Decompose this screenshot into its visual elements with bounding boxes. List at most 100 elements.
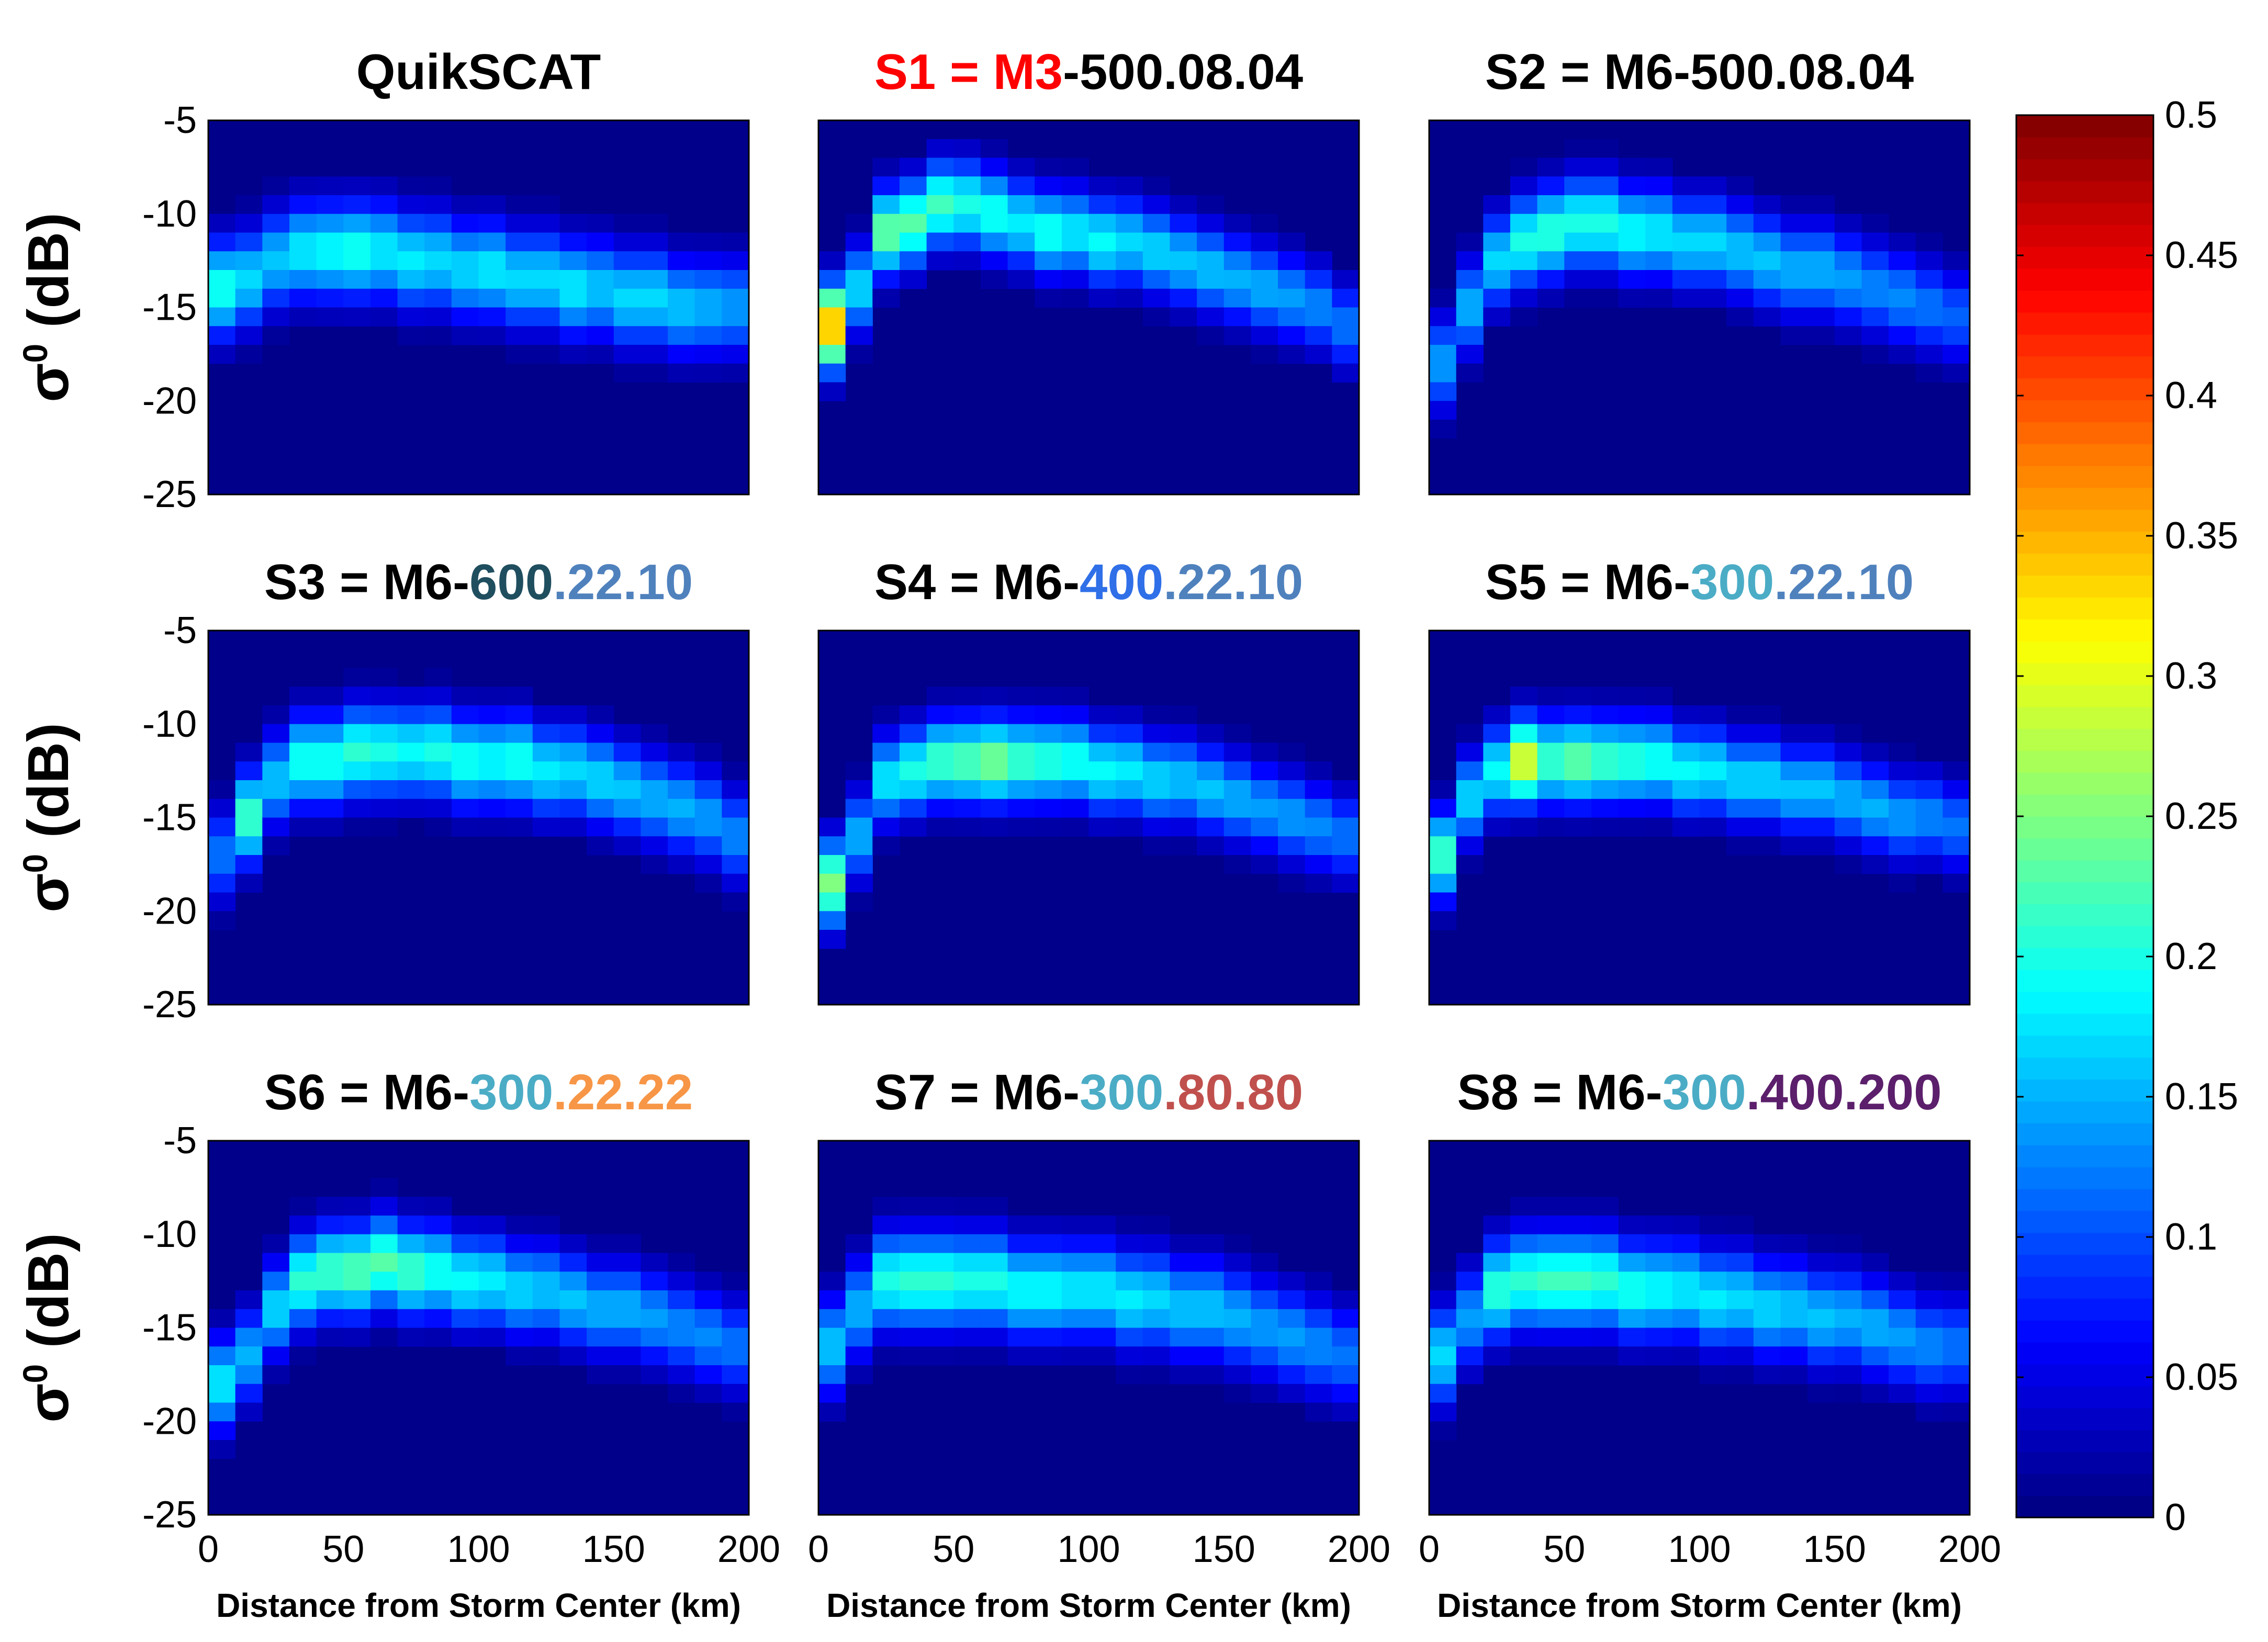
heatmap-cell — [613, 780, 641, 800]
heatmap-cell — [506, 288, 533, 308]
x-axis-label: Distance from Storm Center (km) — [216, 1587, 741, 1624]
heatmap-cell — [1834, 1365, 1862, 1385]
heatmap-cell — [1861, 1272, 1889, 1291]
panel-5: S4 = M6-400.22.10 — [817, 554, 1360, 1006]
heatmap-cell — [899, 1216, 927, 1235]
heatmap-cell — [587, 270, 614, 289]
heatmap-cell — [559, 1234, 587, 1254]
heatmap-cell — [1251, 743, 1278, 762]
heatmap-cell — [1780, 195, 1808, 215]
heatmap-cell — [1332, 1290, 1360, 1310]
heatmap-cell — [1645, 195, 1673, 215]
heatmap-cell — [1035, 1253, 1062, 1272]
heatmap-cell — [235, 1365, 263, 1385]
heatmap-cell — [532, 345, 560, 364]
heatmap-cell — [1564, 1346, 1592, 1366]
heatmap-cell — [1834, 817, 1862, 837]
heatmap-cell — [694, 743, 722, 762]
heatmap-cell — [532, 1290, 560, 1310]
heatmap-cell — [845, 836, 873, 856]
heatmap-cell — [1889, 270, 1916, 289]
heatmap-cell — [926, 761, 954, 781]
heatmap-cell — [1510, 817, 1538, 837]
heatmap-cell — [953, 705, 981, 725]
heatmap-cell — [1142, 176, 1171, 196]
colorbar-segment — [2016, 1188, 2153, 1211]
heatmap-cell — [1510, 270, 1538, 289]
heatmap-cell — [694, 1346, 722, 1366]
colorbar-segment — [2016, 466, 2153, 488]
heatmap-cell — [1726, 743, 1754, 762]
colorbar-segment — [2016, 619, 2153, 642]
heatmap-cell — [1753, 213, 1781, 233]
heatmap-cell — [1278, 1384, 1306, 1403]
heatmap-cell — [1251, 232, 1278, 252]
heatmap-cell — [1278, 761, 1306, 781]
heatmap-cell — [1564, 817, 1592, 837]
heatmap-cell — [722, 1365, 749, 1385]
panel-title: QuikSCAT — [356, 44, 601, 100]
colorbar-tick-label: 0.35 — [2165, 515, 2238, 557]
heatmap-cell — [316, 1216, 344, 1235]
heatmap-cell — [694, 1309, 722, 1329]
heatmap-cell — [1278, 345, 1306, 364]
heatmap-cell — [1915, 1365, 1943, 1385]
heatmap-cell — [208, 1309, 236, 1329]
heatmap-cell — [1429, 1346, 1457, 1366]
y-tick-label: -25 — [142, 984, 197, 1026]
heatmap-cell — [1483, 1309, 1511, 1329]
heatmap-cell — [926, 1346, 954, 1366]
heatmap-cell — [424, 232, 452, 252]
heatmap-cell — [953, 1216, 981, 1235]
y-tick-label: -25 — [142, 1494, 197, 1536]
heatmap-cell — [235, 780, 263, 800]
heatmap-cell — [1943, 326, 1970, 345]
heatmap-cell — [818, 873, 846, 893]
heatmap-cell — [668, 798, 695, 818]
heatmap-cell — [397, 232, 425, 252]
heatmap-cell — [289, 761, 317, 781]
colorbar-segment — [2016, 1232, 2153, 1255]
colorbar-segment — [2016, 509, 2153, 532]
heatmap-cell — [899, 743, 927, 762]
heatmap-cell — [1753, 743, 1781, 762]
heatmap-cell — [1564, 139, 1592, 159]
heatmap-cell — [845, 251, 873, 271]
heatmap-cell — [818, 892, 846, 912]
heatmap-cell — [1807, 232, 1835, 252]
heatmap-cell — [1088, 798, 1116, 818]
heatmap-cell — [262, 232, 290, 252]
heatmap-cell — [1618, 798, 1646, 818]
colorbar-segment — [2016, 1013, 2153, 1036]
heatmap-cell — [953, 1197, 981, 1216]
heatmap-cell — [343, 798, 371, 818]
heatmap-cell — [1780, 817, 1808, 837]
heatmap-cell — [1591, 213, 1619, 233]
heatmap-cell — [1618, 1309, 1646, 1329]
heatmap-cell — [1537, 1234, 1565, 1254]
heatmap-cell — [1726, 1309, 1754, 1329]
heatmap-cell — [1170, 761, 1197, 781]
heatmap-cell — [641, 724, 668, 744]
heatmap-cell — [262, 176, 290, 196]
heatmap-cell — [613, 761, 641, 781]
heatmap-cell — [899, 1253, 927, 1272]
heatmap-cell — [1889, 1290, 1916, 1310]
heatmap-cell — [1429, 345, 1457, 364]
heatmap-cell — [208, 873, 236, 893]
heatmap-cell — [1915, 817, 1943, 837]
heatmap-cell — [1142, 307, 1171, 327]
heatmap-cell — [532, 288, 560, 308]
heatmap-cell — [1753, 1272, 1781, 1291]
heatmap-cell — [1305, 780, 1332, 800]
heatmap-cell — [818, 1309, 846, 1329]
heatmap-cell — [641, 1309, 668, 1329]
heatmap-cell — [613, 288, 641, 308]
heatmap-cell — [1429, 798, 1457, 818]
heatmap-cell — [899, 1234, 927, 1254]
heatmap-cell — [1672, 251, 1700, 271]
heatmap-cell — [559, 1328, 587, 1347]
heatmap-cell — [451, 780, 479, 800]
heatmap-cell — [370, 705, 398, 725]
